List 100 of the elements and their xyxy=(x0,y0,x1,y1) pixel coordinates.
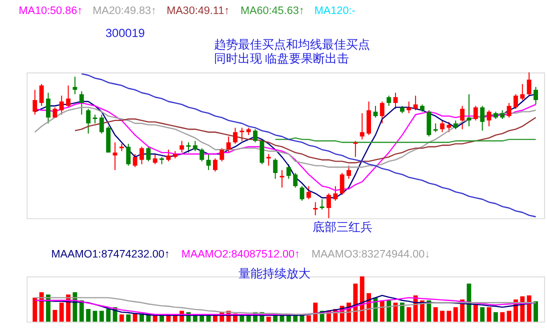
candlestick xyxy=(86,108,91,134)
annotation: 量能持续放大 xyxy=(238,266,311,280)
bar xyxy=(360,276,364,322)
bar xyxy=(79,300,84,322)
bar xyxy=(493,312,498,322)
bar xyxy=(126,314,131,322)
candlestick xyxy=(220,148,224,162)
candlestick xyxy=(280,170,284,188)
bar xyxy=(313,302,318,322)
bar xyxy=(119,314,124,322)
bar xyxy=(480,307,485,322)
bar xyxy=(406,307,412,322)
candlestick xyxy=(326,192,331,219)
candlestick xyxy=(166,149,171,162)
text: MA30:49.11↑ xyxy=(166,5,230,18)
candlestick xyxy=(32,89,38,116)
candlestick xyxy=(273,158,278,180)
candlestick xyxy=(386,95,392,106)
bar xyxy=(306,315,311,322)
text: 300019 xyxy=(105,26,146,40)
text: MAAMO2:84087512.00↑ xyxy=(181,248,300,261)
bar xyxy=(400,302,404,322)
candlestick xyxy=(46,92,50,124)
candlestick xyxy=(266,154,271,166)
bar xyxy=(506,310,512,322)
bar xyxy=(52,310,58,322)
text: 同时出现 临盘要果断出击 xyxy=(214,51,350,66)
candlestick xyxy=(446,121,452,133)
bar xyxy=(426,300,432,322)
candlestick xyxy=(72,76,78,95)
candlestick xyxy=(253,128,258,143)
candlestick xyxy=(240,127,244,142)
candlestick xyxy=(480,105,485,132)
candlestick xyxy=(200,148,204,162)
candlestick xyxy=(146,146,151,162)
candlestick xyxy=(393,92,398,110)
candlestick xyxy=(320,198,324,210)
candlestick xyxy=(406,101,412,114)
candlestick xyxy=(59,95,64,116)
bar xyxy=(453,307,458,322)
candlestick xyxy=(506,102,512,118)
candlestick xyxy=(79,90,84,116)
candlestick xyxy=(333,186,338,202)
candlestick xyxy=(99,114,104,134)
candlestick xyxy=(440,120,444,133)
bar xyxy=(433,307,438,322)
candlestick xyxy=(192,140,198,152)
bar xyxy=(386,300,392,322)
candlestick xyxy=(360,112,364,140)
candlestick xyxy=(286,164,291,180)
bar xyxy=(266,316,271,322)
candlestick xyxy=(373,105,378,118)
candlestick xyxy=(126,143,131,166)
text: MA20:49.83↑ xyxy=(92,5,156,18)
candlestick xyxy=(140,146,144,165)
bar xyxy=(132,314,138,322)
bar xyxy=(32,298,38,322)
candlestick xyxy=(66,84,70,108)
bar xyxy=(534,301,538,322)
bar xyxy=(486,307,492,322)
candlestick xyxy=(380,101,384,124)
text: MA10:50.86↑ xyxy=(18,5,83,18)
candlestick xyxy=(212,158,218,172)
candlestick xyxy=(466,94,472,127)
candlestick xyxy=(293,172,298,188)
candlestick xyxy=(413,95,418,111)
candlestick xyxy=(426,110,432,138)
text: MAAMO3:83274944.00↓ xyxy=(311,248,430,261)
legend-label: MA120:- xyxy=(314,5,356,18)
candlestick xyxy=(180,140,184,154)
candlestick xyxy=(366,101,372,136)
bar xyxy=(526,295,532,322)
bar xyxy=(99,310,104,322)
candlestick xyxy=(520,84,525,101)
bar xyxy=(500,312,505,322)
candlestick xyxy=(226,136,231,154)
candlestick xyxy=(346,165,351,180)
candlestick xyxy=(486,110,492,127)
candlestick xyxy=(313,202,318,216)
bar xyxy=(46,294,50,322)
bar xyxy=(59,302,64,322)
bar xyxy=(446,310,452,322)
candlestick xyxy=(132,154,138,168)
candlestick xyxy=(112,142,118,171)
bar xyxy=(86,308,91,322)
text: MAAMO1:87474232.00↑ xyxy=(51,248,170,261)
candlestick xyxy=(473,105,478,121)
candlestick xyxy=(233,127,238,144)
candlestick xyxy=(353,140,358,158)
text: MA60:45.63↑ xyxy=(240,5,304,18)
candlestick xyxy=(526,72,532,96)
candlestick xyxy=(534,86,538,105)
candlestick xyxy=(460,105,465,130)
candlestick xyxy=(514,94,518,110)
candlestick xyxy=(306,186,311,200)
text: 底部三红兵 xyxy=(312,220,372,234)
candlestick xyxy=(152,154,158,165)
bar xyxy=(440,310,444,322)
text: 趋势最佳买点和均线最佳买点 xyxy=(214,38,370,52)
candlestick xyxy=(340,172,344,196)
